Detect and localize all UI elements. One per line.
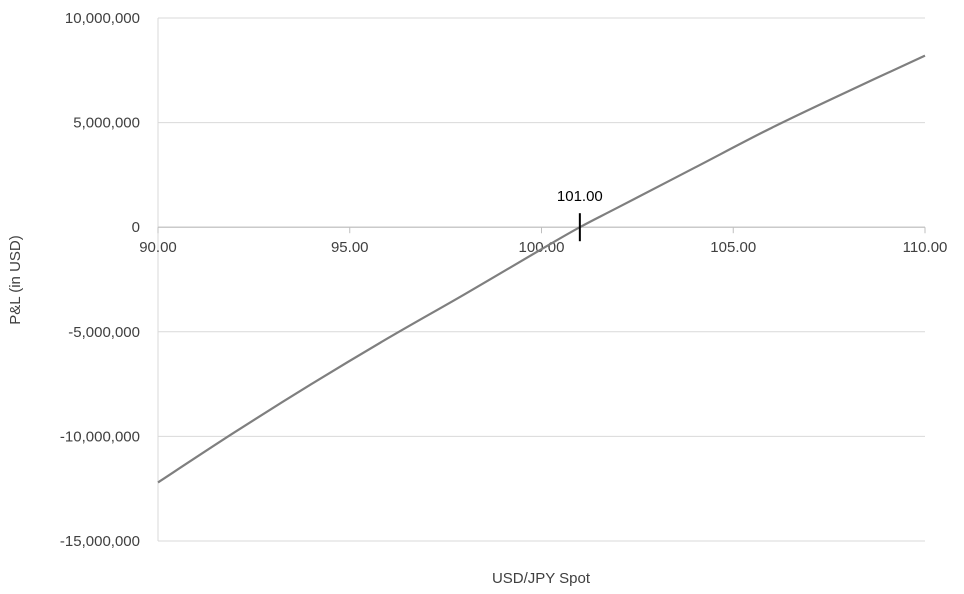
y-tick-label: -10,000,000 (60, 428, 140, 445)
y-tick-label: -15,000,000 (60, 533, 140, 550)
y-tick-label: 5,000,000 (73, 115, 140, 132)
x-tick-label: 105.00 (710, 239, 756, 256)
axis-labels: USD/JPY Spot P&L (in USD) (7, 235, 591, 587)
breakeven-label: 101.00 (557, 188, 603, 205)
gridlines (158, 17, 925, 542)
annotations: 101.00 (557, 188, 603, 242)
pnl-series-line (157, 54, 926, 484)
series (157, 54, 926, 484)
x-tick-label: 90.00 (139, 239, 177, 256)
x-tick-label: 100.00 (519, 239, 565, 256)
y-tick-label: 0 (132, 219, 140, 236)
y-axis-title: P&L (in USD) (7, 235, 24, 324)
x-tick-label: 95.00 (331, 239, 369, 256)
x-tick-label: 110.00 (903, 239, 948, 256)
y-tick-label: -5,000,000 (68, 324, 140, 341)
x-axis-title: USD/JPY Spot (492, 570, 591, 587)
axes: 10,000,000 5,000,000 0 -5,000,000 -10,000,00… (60, 10, 947, 550)
y-tick-label: 10,000,000 (65, 10, 140, 27)
